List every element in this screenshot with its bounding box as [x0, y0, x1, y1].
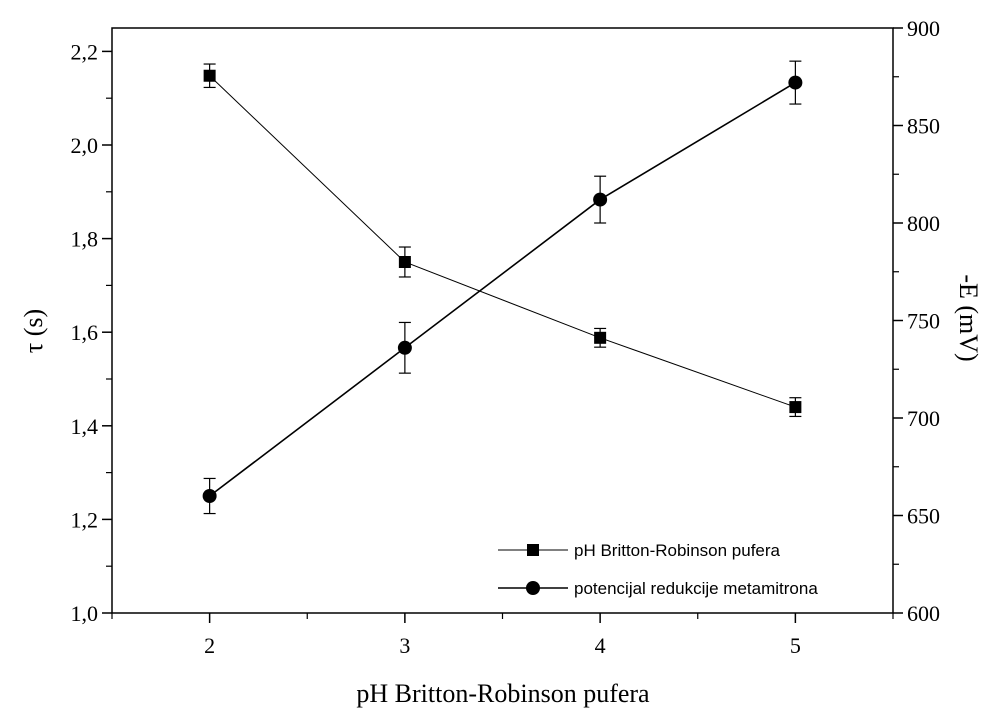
y-axis-left-title: τ (s) [19, 309, 48, 353]
data-point-square [594, 331, 607, 344]
legend-marker-circle [526, 581, 540, 595]
data-point-circle [202, 489, 217, 503]
legend-label: pH Britton-Robinson pufera [574, 541, 781, 560]
data-point-square [203, 69, 216, 82]
x-tick-label: 4 [595, 633, 606, 658]
x-axis: 2 3 4 5 [111, 613, 894, 658]
y-left-tick-label: 2,2 [71, 39, 99, 64]
y-left-tick-label: 1,2 [71, 507, 99, 532]
data-point-circle [397, 340, 412, 355]
y-right-tick-label: 600 [907, 601, 940, 626]
y-axis-right: 600 650 700 750 800 850 900 [893, 16, 940, 626]
series-layer [202, 60, 803, 515]
y-left-tick-label: 1,8 [71, 227, 99, 252]
x-tick-label: 5 [790, 633, 801, 658]
y-left-tick-label: 1,6 [71, 320, 99, 345]
plot-border [111, 27, 894, 614]
y-left-tick-label: 1,4 [71, 414, 99, 439]
plot-frame [111, 27, 894, 614]
legend-marker-square [527, 544, 539, 556]
data-point-circle [593, 192, 608, 207]
y-right-tick-label: 650 [907, 504, 940, 529]
series-line [209, 81, 796, 497]
x-tick-label: 3 [399, 633, 410, 658]
series-line [209, 75, 796, 408]
x-axis-title: pH Britton-Robinson pufera [356, 679, 650, 708]
data-point-square [789, 401, 802, 414]
x-tick-label: 2 [204, 633, 215, 658]
legend: pH Britton-Robinson pufera potencijal red… [498, 541, 818, 598]
legend-label: potencijal redukcije metamitrona [574, 579, 818, 598]
y-axis-left: 1,0 1,2 1,4 1,6 1,8 2,0 2,2 [71, 39, 112, 626]
y-left-tick-label: 2,0 [71, 133, 99, 158]
data-point-circle [788, 75, 803, 90]
y-right-tick-label: 800 [907, 211, 940, 236]
data-point-square [398, 256, 411, 268]
y-right-tick-label: 750 [907, 309, 940, 334]
y-right-tick-label: 850 [907, 114, 940, 139]
series-2 [202, 60, 803, 515]
y-left-tick-label: 1,0 [71, 601, 99, 626]
y-right-tick-label: 900 [907, 16, 940, 41]
series-1 [203, 63, 802, 418]
y-right-tick-label: 700 [907, 406, 940, 431]
y-axis-right-title: -E (mV) [954, 274, 983, 361]
